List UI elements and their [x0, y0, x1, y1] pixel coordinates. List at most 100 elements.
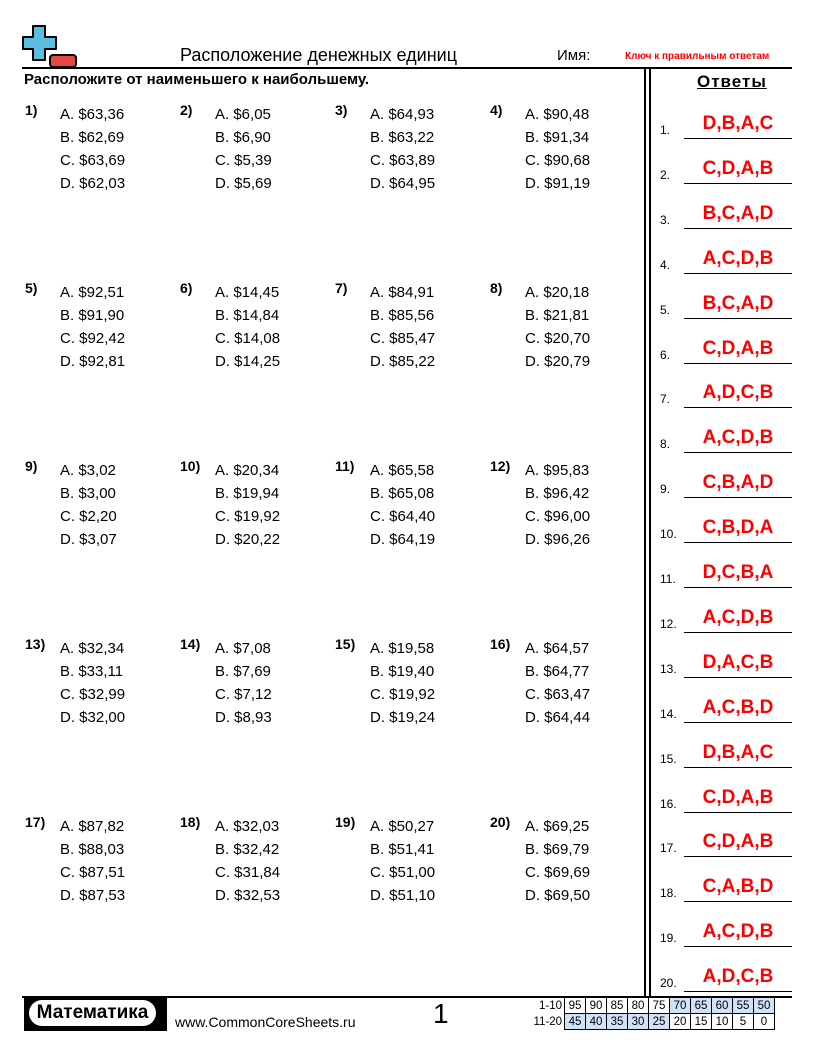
answer-line: [684, 227, 792, 229]
problem-option: D. $92,81: [60, 353, 126, 370]
answer-value: D,B,A,C: [702, 741, 774, 763]
problem-option: B. $88,03: [60, 841, 125, 858]
column-divider: [649, 69, 651, 996]
answer-row: 9. C,B,A,D: [660, 468, 792, 499]
answer-line: [684, 991, 792, 993]
answer-number: 11.: [660, 572, 676, 586]
problem-option: D. $14,25: [215, 353, 281, 370]
problem-option: C. $64,40: [370, 508, 436, 525]
answer-value: C,A,B,D: [702, 876, 774, 898]
problem-option: C. $20,70: [525, 330, 591, 347]
problem-option: D. $64,44: [525, 709, 591, 726]
score-cell: 75: [648, 997, 670, 1014]
problem-number: 9): [25, 458, 38, 474]
answer-line: [684, 676, 792, 678]
problem-option: C. $19,92: [370, 686, 436, 703]
problem-option: C. $19,92: [215, 508, 281, 525]
answer-value: A,C,B,D: [702, 696, 774, 718]
answer-row: 7. A,D,C,B: [660, 378, 792, 409]
answer-row: 3. B,C,A,D: [660, 199, 792, 229]
math-badge: Математика: [24, 997, 167, 1031]
problem-18: 18) A. $32,03 B. $32,42 C. $31,84 D. $32,53: [180, 814, 330, 916]
problem-8: 8) A. $20,18 B. $21,81 C. $20,70 D. $20,79: [490, 280, 640, 382]
score-cell: 0: [753, 1013, 775, 1030]
answer-row: 5. B,C,A,D: [660, 289, 792, 319]
problem-option: A. $95,83: [525, 462, 590, 479]
problem-3: 3) A. $64,93 B. $63,22 C. $63,89 D. $64,95: [335, 102, 485, 204]
problem-number: 12): [490, 458, 511, 474]
answer-line: [684, 901, 792, 903]
answer-row: 14. A,C,B,D: [660, 693, 792, 723]
page-title: Расположение денежных единиц: [180, 45, 458, 65]
problem-option: A. $69,25: [525, 818, 590, 835]
name-label: Имя:: [557, 47, 591, 64]
problem-number: 19): [335, 814, 356, 830]
answer-line: [684, 721, 792, 723]
score-table: 1-10 95 90 85 80 75 70 65 60 55 50 11-20 45 40 35 30 25 2…: [530, 997, 775, 1030]
answer-value: D,B,A,C: [702, 113, 774, 134]
problem-option: A. $19,58: [370, 640, 435, 657]
problem-option: D. $20,79: [525, 353, 591, 370]
problem-option: C. $51,00: [370, 864, 436, 881]
problem-number: 10): [180, 458, 201, 474]
problem-option: A. $65,58: [370, 462, 435, 479]
problem-option: A. $6,05: [215, 106, 271, 123]
answer-line: [684, 317, 792, 319]
answer-value: C,D,A,B: [702, 337, 774, 359]
answer-line: [684, 766, 792, 768]
problem-option: C. $90,68: [525, 152, 591, 169]
problem-option: A. $32,34: [60, 640, 125, 657]
answer-number: 14.: [660, 706, 677, 721]
answer-row: 13. D,A,C,B: [660, 648, 792, 678]
problem-option: D. $85,22: [370, 353, 436, 370]
problem-option: C. $96,00: [525, 508, 591, 525]
answer-line: [684, 272, 792, 274]
problem-option: C. $2,20: [60, 508, 117, 525]
problem-option: B. $19,40: [370, 663, 435, 680]
score-row: 11-20 45 40 35 30 25 20 15 10 5 0: [530, 1013, 775, 1030]
problem-option: C. $31,84: [215, 864, 281, 881]
answer-row: 20. A,D,C,B: [660, 962, 792, 993]
answer-number: 18.: [660, 886, 677, 901]
problem-option: A. $64,93: [370, 106, 435, 123]
answer-value: A,C,D,B: [702, 247, 774, 269]
answer-line: [684, 138, 792, 139]
answer-number: 8.: [660, 437, 671, 452]
score-cell: 25: [648, 1013, 670, 1030]
problem-number: 17): [25, 814, 46, 830]
answer-value: C,D,A,B: [702, 831, 774, 853]
answer-line: [684, 182, 792, 184]
score-cell: 20: [669, 1013, 691, 1030]
problem-option: A. $63,36: [60, 106, 125, 123]
site-link[interactable]: www.CommonCoreSheets.ru: [175, 1014, 356, 1030]
score-cell: 60: [711, 997, 733, 1014]
answer-number: 12.: [660, 616, 677, 631]
problem-number: 13): [25, 636, 46, 652]
problem-4: 4) A. $90,48 B. $91,34 C. $90,68 D. $91,19: [490, 102, 640, 204]
answer-value: D,C,B,A: [702, 562, 774, 583]
answer-row: 11. D,C,B,A: [660, 558, 792, 588]
answer-number: 3.: [660, 212, 671, 227]
problem-number: 3): [335, 102, 348, 118]
problem-option: A. $7,08: [215, 640, 271, 657]
score-cell: 85: [606, 997, 628, 1014]
math-badge-label: Математика: [29, 1000, 156, 1026]
answers-heading: Ответы: [697, 72, 767, 91]
answer-row: 8. A,C,D,B: [660, 423, 792, 454]
problem-option: B. $62,69: [60, 129, 125, 146]
problem-number: 11): [335, 458, 355, 474]
score-cell: 10: [711, 1013, 733, 1030]
problem-2: 2) A. $6,05 B. $6,90 C. $5,39 D. $5,69: [180, 102, 330, 204]
problem-option: B. $96,42: [525, 485, 590, 502]
score-cell: 40: [585, 1013, 607, 1030]
answer-row: 16. C,D,A,B: [660, 783, 792, 813]
problem-option: A. $14,45: [215, 284, 280, 301]
answer-key-label: Ключ к правильным ответам: [625, 51, 770, 62]
answer-number: 15.: [660, 751, 677, 766]
problem-10: 10) A. $20,34 B. $19,94 C. $19,92 D. $20,22: [180, 458, 330, 560]
problem-option: B. $33,11: [60, 663, 124, 680]
problem-option: A. $64,57: [525, 640, 590, 657]
problem-option: B. $91,34: [525, 129, 590, 146]
problem-number: 15): [335, 636, 356, 652]
